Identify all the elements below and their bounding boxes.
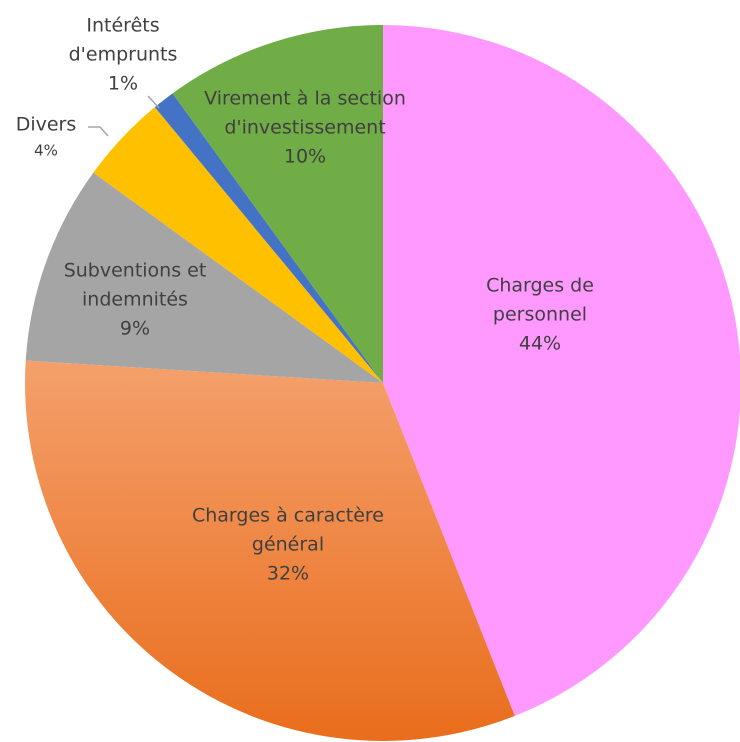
- value-label: 9%: [119, 317, 151, 340]
- pie-slice: [93, 107, 383, 384]
- slice-label: Divers 4%: [1, 111, 91, 162]
- slice-label: Virement à la section d'investissement 10…: [165, 85, 445, 172]
- pie-slice: [25, 172, 384, 383]
- category-label: Divers: [15, 113, 77, 136]
- slice-label: Charges de personnel 44%: [460, 272, 620, 359]
- category-label: Charges à caractère général: [191, 504, 384, 556]
- slice-label: Subventions et indemnités 9%: [45, 257, 225, 344]
- value-label: 4%: [34, 141, 58, 160]
- pie-slice: [24, 360, 515, 741]
- pie-slice: [172, 25, 383, 383]
- category-label: Virement à la section d'investissement: [204, 87, 406, 139]
- value-label: 32%: [266, 562, 310, 585]
- value-label: 44%: [518, 332, 562, 355]
- value-label: 1%: [107, 72, 139, 95]
- slice-label: Charges à caractère général 32%: [188, 502, 388, 589]
- pie-slice: [154, 93, 383, 383]
- category-label: Charges de personnel: [486, 274, 594, 326]
- pie-slice: [383, 25, 740, 716]
- leader-line: [147, 95, 160, 109]
- category-label: Subventions et indemnités: [63, 259, 207, 311]
- category-label: Intérêts d'emprunts: [68, 14, 178, 66]
- slice-label: Intérêts d'emprunts 1%: [58, 12, 188, 99]
- leader-line: [88, 126, 109, 137]
- value-label: 10%: [283, 145, 327, 168]
